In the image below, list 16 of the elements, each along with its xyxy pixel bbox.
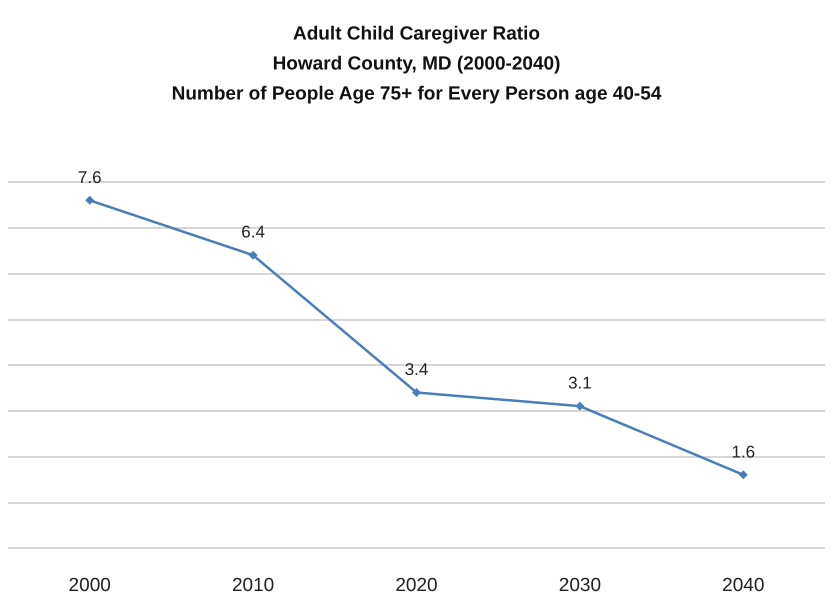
x-tick-label: 2040 xyxy=(722,575,764,596)
data-label: 3.1 xyxy=(568,374,592,393)
x-tick-label: 2010 xyxy=(232,575,274,596)
chart-title: Adult Child Caregiver Ratio Howard County, MD (2000-2040) Number of People Age 75+ for Every Person age 40-54 xyxy=(172,24,662,104)
x-tick-label: 2020 xyxy=(395,575,438,596)
data-label: 6.4 xyxy=(241,222,265,242)
point xyxy=(412,388,421,397)
x-tick-label: 2000 xyxy=(68,575,111,596)
point xyxy=(248,250,258,260)
data-label: 3.4 xyxy=(404,360,428,379)
data-label: 7.6 xyxy=(78,168,102,187)
x-tick-label: 2030 xyxy=(558,575,602,596)
data-label: 1.6 xyxy=(731,442,756,462)
point xyxy=(85,196,94,205)
point xyxy=(738,470,748,480)
point xyxy=(575,402,584,411)
